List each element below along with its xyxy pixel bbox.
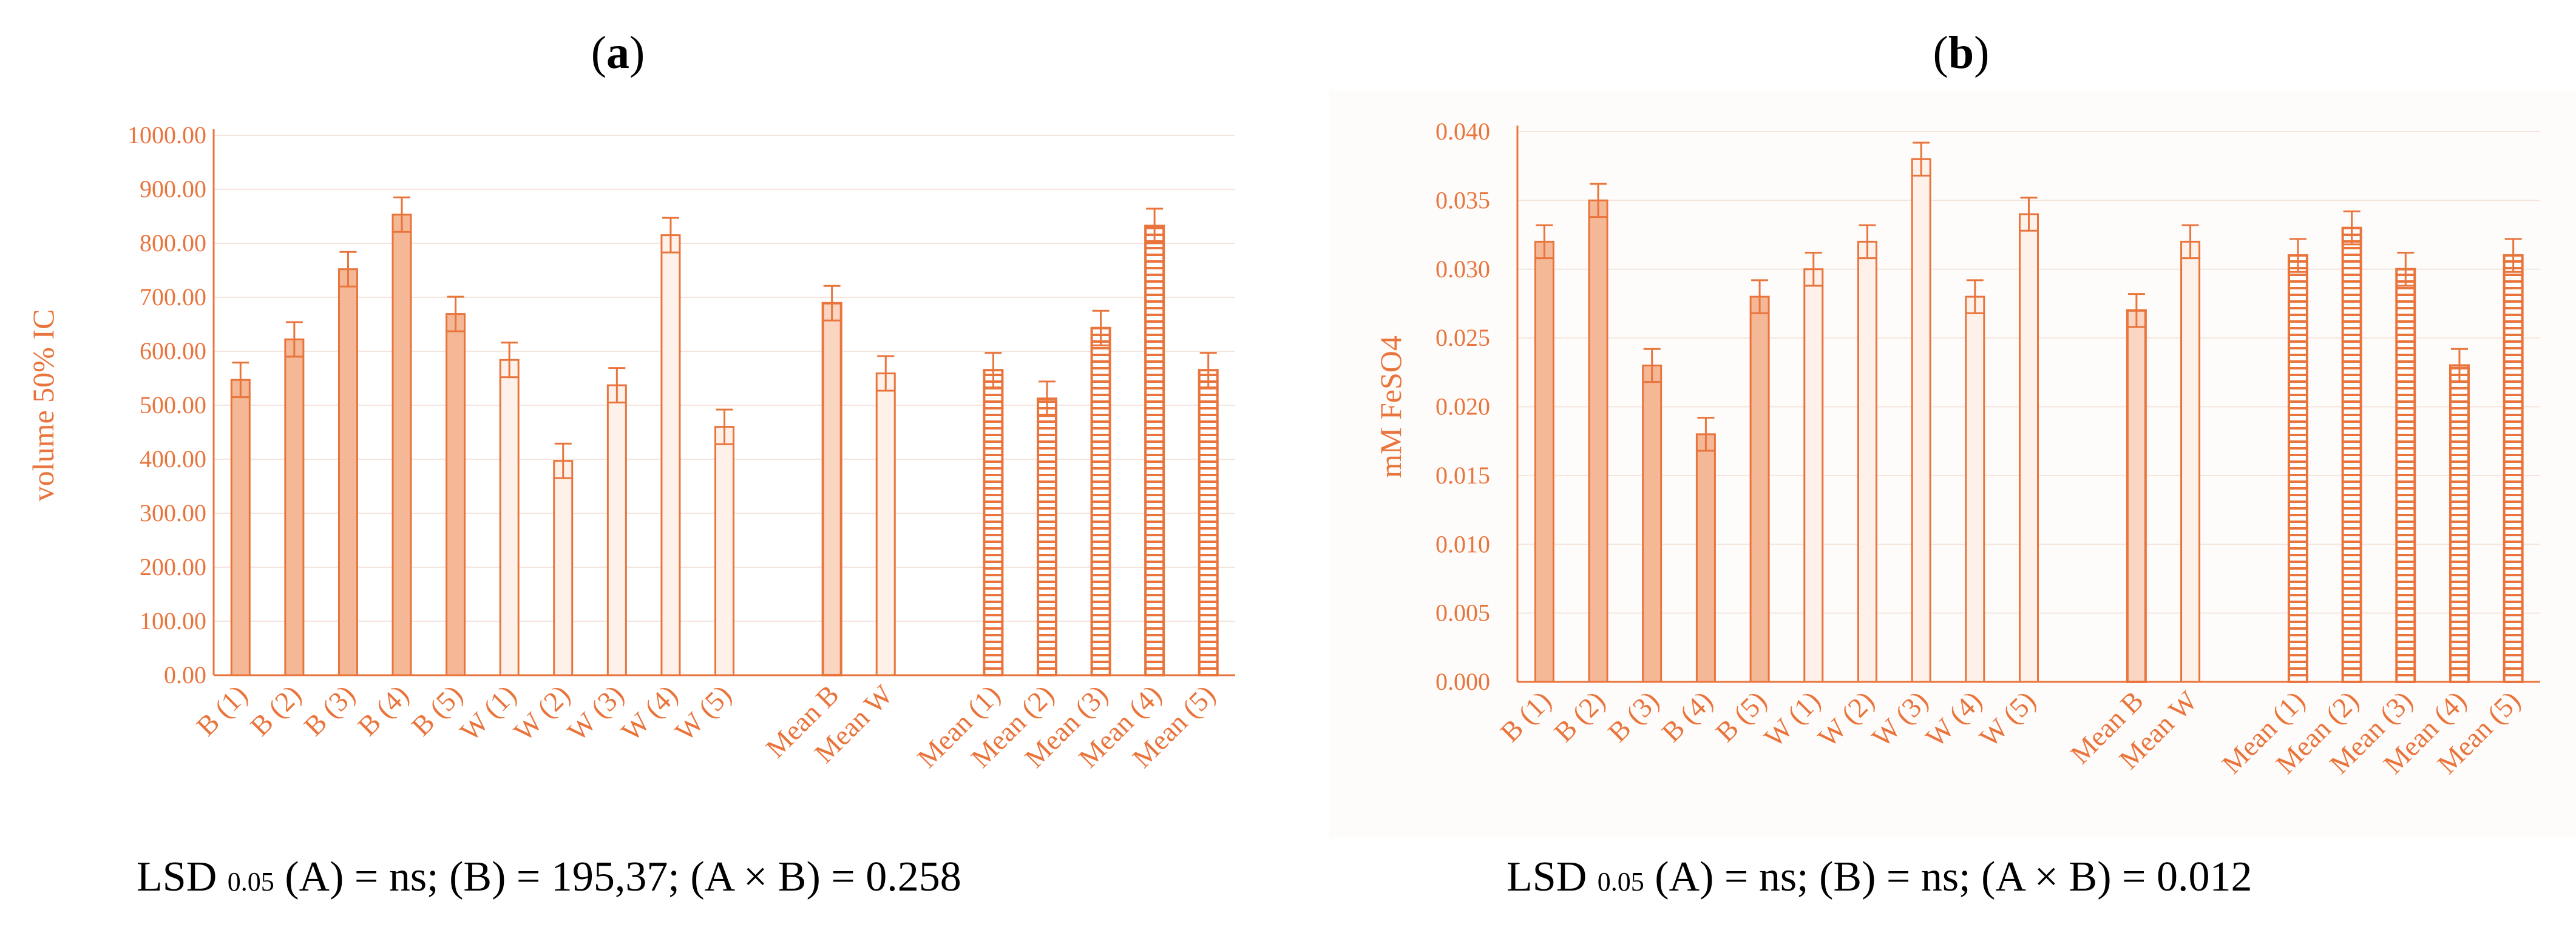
panel-a-y-tick-label: 800.00: [140, 229, 206, 257]
panel-b-x-tick-label: W (5): [1973, 685, 2041, 753]
panel-a-bar: [230, 379, 251, 676]
panel-a-y-tick-label: 700.00: [140, 283, 206, 311]
panel-b-bar: [1911, 158, 1931, 683]
panel-b-bar: [1857, 240, 1877, 683]
panel-b-bar: [1965, 295, 1985, 683]
panel-a-y-tick-label: 500.00: [140, 391, 206, 419]
panel-a-title: (a): [591, 27, 645, 78]
panel-a-bar: [1090, 326, 1111, 676]
panel-b-bar: [1642, 364, 1663, 683]
panel-b-bar: [1803, 268, 1824, 683]
panel-a-x-tick-label: W (5): [669, 679, 737, 747]
panel-a-x-tick-label: B (2): [244, 679, 307, 742]
panel-a-y-tick-label: 0.00: [164, 661, 206, 689]
panel-a-bar: [446, 313, 466, 676]
panel-b-y-tick-label: 0.040: [1435, 118, 1490, 145]
panel-a-x-tick-label: B (5): [405, 679, 469, 742]
panel-a-y-axis-label: volume 50% IC: [26, 309, 60, 502]
panel-a-bar: [660, 234, 681, 676]
panel-a-bar: [553, 460, 574, 676]
panel-b-y-tick-label: 0.000: [1435, 668, 1490, 695]
panel-b-bar: [1695, 433, 1716, 683]
panel-a-y-tick-label: 600.00: [140, 337, 206, 365]
panel-a-y-tick-label: 1000.00: [127, 121, 206, 149]
panel-a-bar: [606, 384, 627, 676]
panel-a-bar: [337, 268, 358, 676]
panel-b-caption: LSD 0.05 (A) = ns; (B) = ns; (A × B) = 0…: [1507, 854, 2252, 900]
panel-a-x-tick-label: B (4): [351, 679, 415, 742]
panel-b-x-tick-label: B (5): [1709, 685, 1772, 748]
panel-b-bar: [2180, 240, 2201, 683]
panel-b: (b) 0.000 0.005 0.010 0.015 0.020 0.025 0.030 0.…: [1374, 27, 2540, 900]
panel-b-x-tick-label: B (1): [1494, 685, 1557, 748]
panel-a-x-tick-label: W (2): [508, 679, 576, 747]
panel-a-bar: [983, 369, 1004, 677]
panel-a: (a) 0.00 100.00 200.00 300.00 400.00 500.00 600…: [26, 27, 1235, 900]
panel-a-x-tick-label: B (3): [298, 679, 361, 742]
panel-a-caption: LSD 0.05 (A) = ns; (B) = 195,37; (A × B)…: [137, 854, 961, 900]
panel-a-bar: [1036, 397, 1057, 676]
panel-b-y-tick-label: 0.020: [1435, 393, 1490, 420]
panel-b-y-tick-label: 0.010: [1435, 530, 1490, 558]
panel-b-bar: [2287, 254, 2308, 683]
panel-b-y-tick-label: 0.005: [1435, 599, 1490, 627]
panel-b-x-tick-label: B (3): [1602, 685, 1665, 748]
panel-b-bar: [2126, 309, 2147, 683]
panel-b-x-tick-label: W (4): [1920, 685, 1988, 753]
panel-a-bar: [875, 372, 896, 676]
panel-a-y-tick-label: 100.00: [140, 607, 206, 635]
panel-b-x-tick-label: W (2): [1812, 685, 1880, 753]
panel-b-y-tick-label: 0.025: [1435, 324, 1490, 351]
panel-b-y-tick-label: 0.030: [1435, 255, 1490, 283]
panel-b-y-tick-label: 0.035: [1435, 186, 1490, 214]
panel-b-x-tick-label: B (4): [1656, 685, 1719, 748]
panel-a-bar: [284, 338, 305, 676]
panel-a-y-tick-label: 400.00: [140, 445, 206, 473]
panel-a-bar: [1144, 224, 1165, 676]
panel-a-bar: [714, 426, 734, 676]
panel-b-title: (b): [1933, 27, 1990, 78]
panel-b-bar: [1749, 295, 1770, 683]
panel-a-y-tick-label: 200.00: [140, 553, 206, 581]
panel-b-bar: [2503, 254, 2524, 683]
panel-b-x-tick-label: B (2): [1548, 685, 1611, 748]
panel-a-bar: [1198, 369, 1219, 677]
panel-a-y-tick-label: 900.00: [140, 175, 206, 203]
panel-a-x-tick-label: W (1): [454, 679, 522, 747]
panel-a-y-tick-label: 300.00: [140, 499, 206, 527]
panel-b-bar: [2395, 268, 2416, 683]
panel-b-x-tick-label: W (1): [1758, 685, 1826, 753]
panel-a-x-tick-label: W (3): [561, 679, 629, 747]
panel-b-y-tick-label: 0.015: [1435, 462, 1490, 489]
panel-b-x-tick-label: W (3): [1866, 685, 1934, 753]
panel-a-bar: [391, 214, 412, 676]
panel-a-bar: [821, 302, 842, 677]
panel-b-bar: [2341, 226, 2362, 684]
panel-a-x-tick-label: W (4): [615, 679, 683, 747]
panel-b-y-axis-label: mM FeSO4: [1374, 335, 1408, 478]
panel-b-bar: [2449, 364, 2470, 683]
panel-a-bar: [499, 359, 520, 676]
panel-b-bar: [1534, 240, 1554, 683]
panel-b-bar: [1588, 199, 1608, 683]
panel-b-bar: [2019, 213, 2039, 683]
